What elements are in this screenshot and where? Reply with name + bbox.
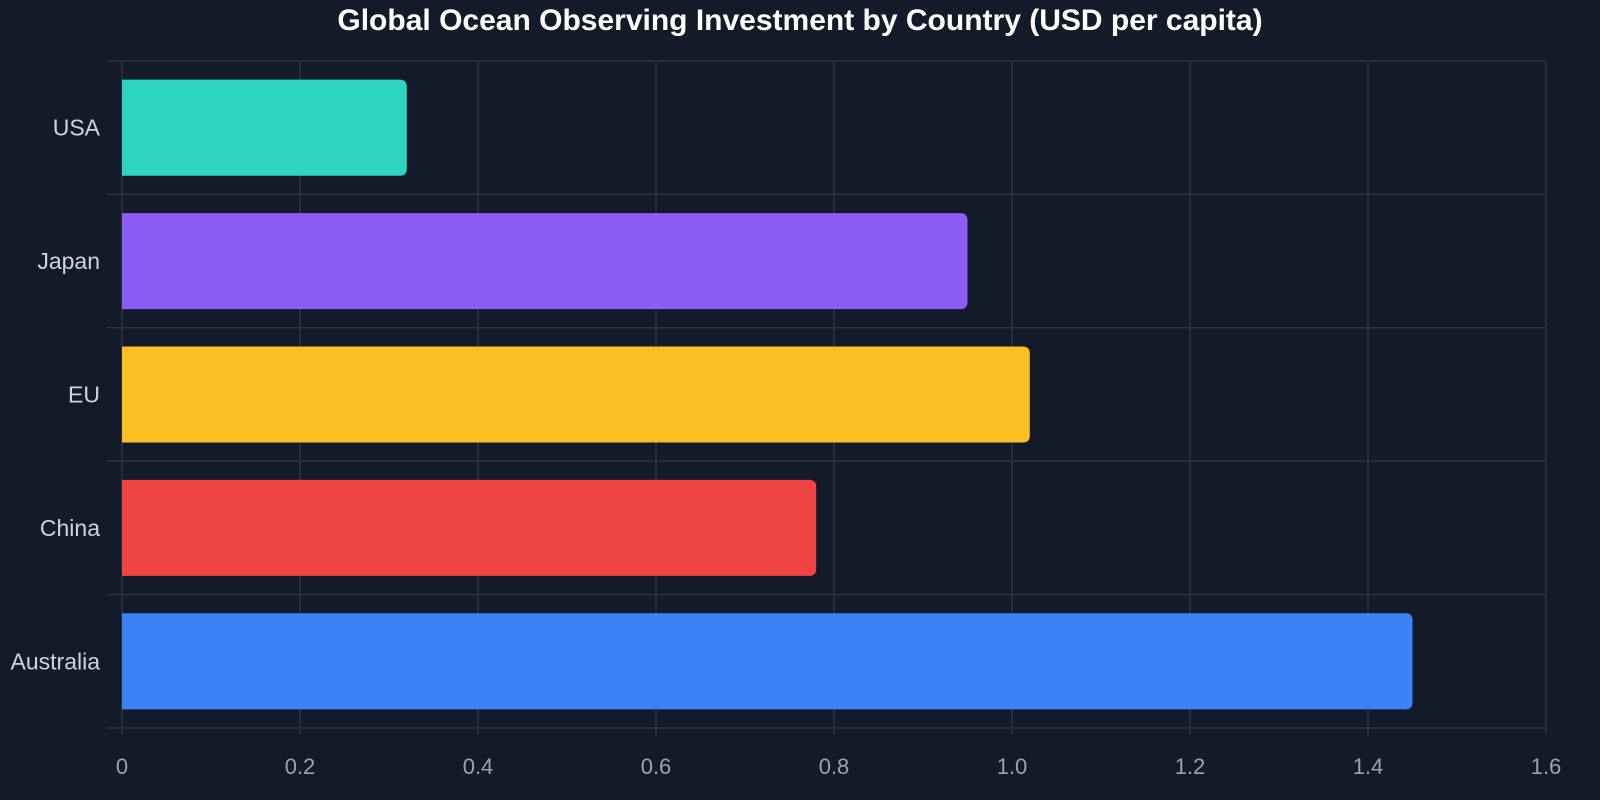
- x-tick-label: 1.4: [1353, 754, 1384, 779]
- x-tick-label: 0.6: [641, 754, 672, 779]
- category-label-australia: Australia: [11, 648, 101, 674]
- category-labels: USA Japan EU China Australia: [11, 115, 101, 675]
- category-label-japan: Japan: [37, 248, 100, 274]
- bar-australia: [122, 613, 1413, 710]
- bar-usa: [122, 79, 407, 176]
- bar-china: [122, 479, 817, 576]
- x-tick-label: 0.2: [285, 754, 316, 779]
- x-tick-label: 1.6: [1531, 754, 1562, 779]
- x-tick-label: 0: [116, 754, 128, 779]
- category-label-china: China: [40, 515, 100, 541]
- x-tick-label: 0.8: [819, 754, 850, 779]
- grid-layer: [107, 60, 1547, 734]
- chart-title: Global Ocean Observing Investment by Cou…: [337, 4, 1263, 37]
- x-tick-labels: 0 0.2 0.4 0.6 0.8 1.0 1.2 1.4 1.6: [116, 754, 1561, 779]
- x-tick-label: 1.2: [1175, 754, 1206, 779]
- bar-eu: [122, 346, 1030, 443]
- x-tick-label: 1.0: [997, 754, 1028, 779]
- x-tick-label: 0.4: [463, 754, 494, 779]
- bars-layer: [122, 79, 1413, 710]
- bar-japan: [122, 213, 968, 310]
- category-label-usa: USA: [53, 115, 101, 141]
- category-label-eu: EU: [68, 382, 100, 408]
